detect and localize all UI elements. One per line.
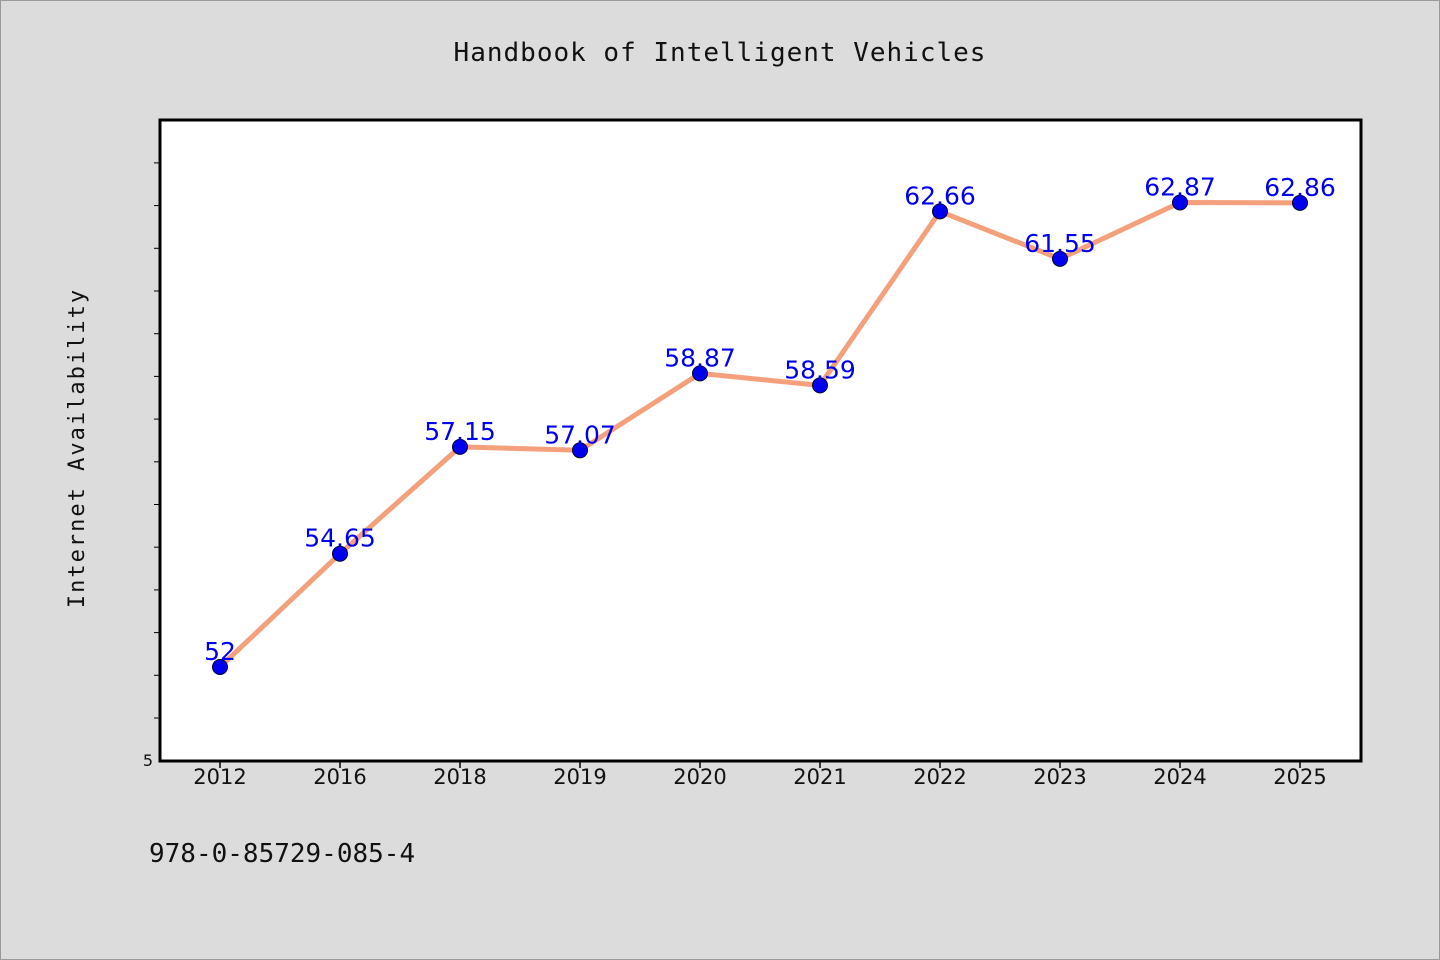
isbn-footer: 978-0-85729-085-4 xyxy=(149,839,415,869)
data-label: 58.87 xyxy=(664,343,736,372)
data-label: 62.86 xyxy=(1264,173,1336,202)
data-point xyxy=(1172,194,1188,211)
x-tick-label: 2018 xyxy=(433,765,486,789)
data-point xyxy=(692,365,708,382)
data-label: 62.87 xyxy=(1144,173,1216,202)
data-point xyxy=(1052,250,1068,267)
data-point xyxy=(1292,194,1308,211)
data-point xyxy=(212,659,228,675)
x-tick-label: 2020 xyxy=(673,765,726,789)
x-tick-label: 2012 xyxy=(193,765,246,789)
data-point xyxy=(932,203,948,220)
x-tick-label: 2016 xyxy=(313,765,366,789)
data-point xyxy=(812,377,828,394)
x-axis-ticks: 2012 2016 2018 2019 2020 2021 2022 2023 2024 2025 xyxy=(193,761,1327,789)
plot-area xyxy=(160,120,1361,761)
data-label: 61.55 xyxy=(1024,229,1096,258)
x-tick-label: 2024 xyxy=(1153,765,1206,789)
x-tick-label: 2022 xyxy=(913,765,966,789)
x-tick-label: 2025 xyxy=(1273,765,1326,789)
data-point xyxy=(452,438,468,455)
data-point xyxy=(332,545,348,562)
plot-border xyxy=(158,118,1363,763)
y-tick-label: 5 xyxy=(143,751,153,770)
data-label: 58.59 xyxy=(784,355,856,384)
data-label: 57.07 xyxy=(544,420,616,449)
data-label: 52 xyxy=(204,637,236,666)
x-tick-label: 2019 xyxy=(553,765,606,789)
data-label: 54.65 xyxy=(304,524,376,553)
series-line xyxy=(217,200,1303,670)
data-label: 62.66 xyxy=(904,181,976,210)
data-point xyxy=(572,442,588,459)
x-tick-label: 2021 xyxy=(793,765,846,789)
data-label: 57.15 xyxy=(424,417,496,446)
y-axis-label: Internet Availability xyxy=(65,288,90,608)
data-labels: 52 54.65 57.15 57.07 58.87 58.59 62.66 61.55 62.… xyxy=(204,173,1336,667)
series-markers xyxy=(212,194,1308,675)
chart-title: Handbook of Intelligent Vehicles xyxy=(454,38,987,68)
x-tick-label: 2023 xyxy=(1033,765,1086,789)
series-polyline xyxy=(217,200,1303,670)
